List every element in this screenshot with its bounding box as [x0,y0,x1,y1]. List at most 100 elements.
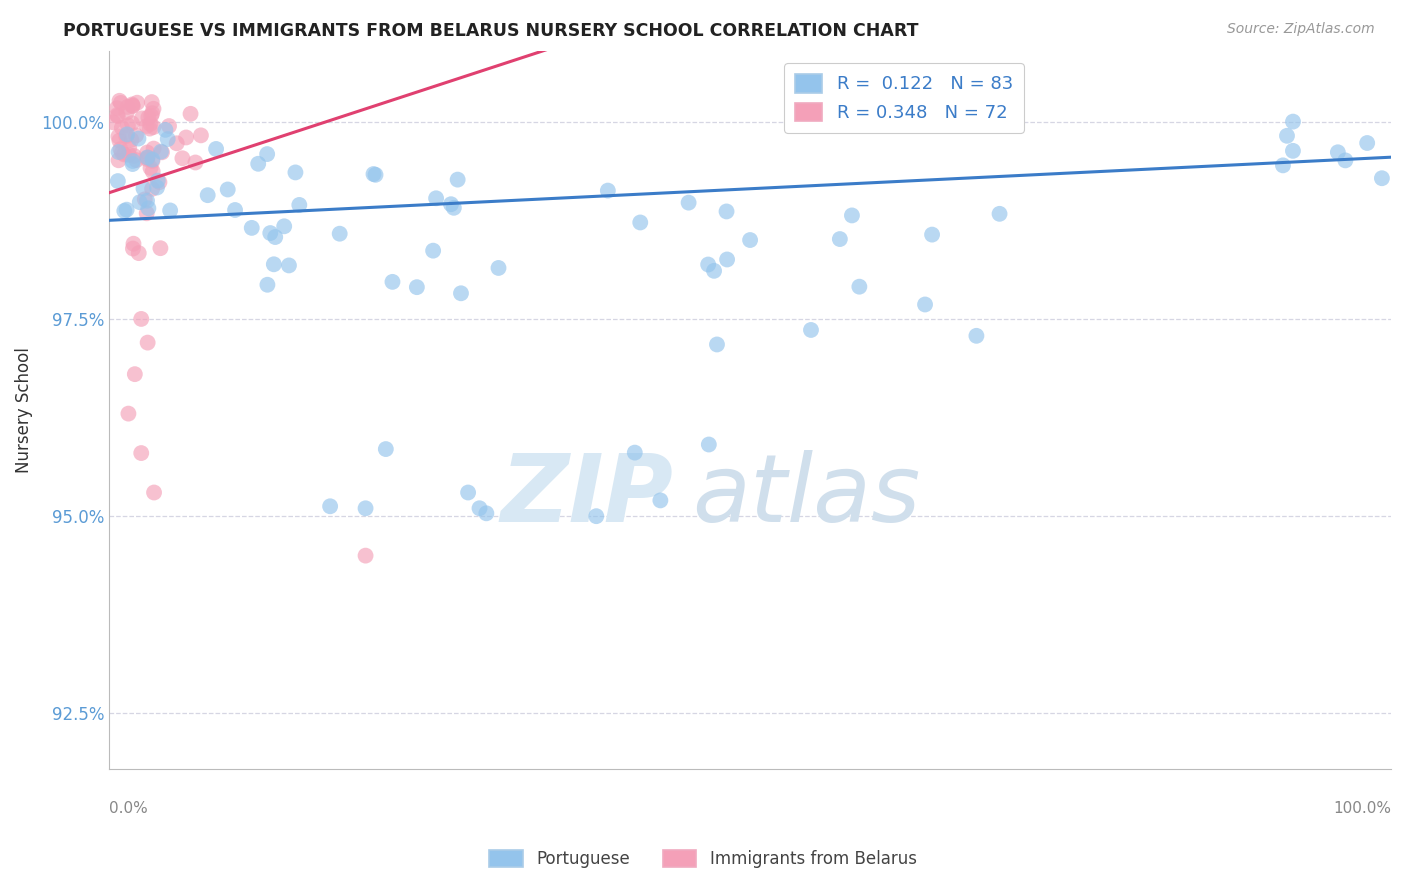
Point [112,147,135,161]
Point [425,191,447,205]
Text: atlas: atlas [692,450,921,541]
Point [118,148,141,162]
Point [110,95,132,110]
Point [405,280,427,294]
Point [457,485,479,500]
Point [115,128,138,142]
Point [678,195,700,210]
Point [141,109,163,123]
Point [108,94,131,108]
Point [117,118,139,132]
Point [159,203,181,218]
Point [440,197,463,211]
Point [141,182,163,196]
Point [115,128,138,143]
Point [143,485,166,500]
Point [139,161,162,175]
Point [800,323,823,337]
Point [141,106,163,120]
Point [716,204,738,219]
Point [628,215,651,229]
Point [107,174,129,188]
Point [127,131,149,145]
Point [381,275,404,289]
Point [155,123,177,137]
Point [921,227,943,242]
Point [105,101,128,115]
Point [190,128,212,143]
Point [716,252,738,267]
Point [197,188,219,202]
Point [135,206,157,220]
Point [1334,153,1357,168]
Point [706,337,728,351]
Point [142,120,165,134]
Point [142,102,165,116]
Text: 0.0%: 0.0% [110,801,148,816]
Point [240,220,263,235]
Point [141,95,163,109]
Text: ZIP: ZIP [501,450,673,541]
Point [128,246,150,260]
Point [166,136,188,151]
Point [121,153,143,168]
Point [224,202,246,217]
Point [139,117,162,131]
Point [122,236,145,251]
Point [141,153,163,168]
Point [129,312,152,326]
Point [105,108,128,122]
Point [134,192,156,206]
Point [138,201,160,215]
Point [284,165,307,179]
Point [247,157,270,171]
Point [135,119,157,133]
Point [263,257,285,271]
Point [363,167,385,181]
Point [965,328,987,343]
Point [1275,128,1298,143]
Point [841,209,863,223]
Point [121,98,143,112]
Point [288,198,311,212]
Point [112,203,135,218]
Point [738,233,761,247]
Point [988,207,1011,221]
Point [146,180,169,194]
Point [122,149,145,163]
Text: Source: ZipAtlas.com: Source: ZipAtlas.com [1227,22,1375,37]
Point [121,99,143,113]
Point [136,152,159,166]
Point [141,153,163,167]
Point [111,120,134,135]
Point [650,493,672,508]
Point [329,227,352,241]
Point [139,121,162,136]
Point [136,194,159,208]
Point [697,437,720,451]
Point [115,202,138,217]
Text: PORTUGUESE VS IMMIGRANTS FROM BELARUS NURSERY SCHOOL CORRELATION CHART: PORTUGUESE VS IMMIGRANTS FROM BELARUS NU… [63,22,918,40]
Legend: R =  0.122   N = 83, R = 0.348   N = 72: R = 0.122 N = 83, R = 0.348 N = 72 [785,63,1024,133]
Point [107,129,129,144]
Point [120,133,142,147]
Point [374,442,396,456]
Point [259,226,281,240]
Point [319,500,342,514]
Point [450,286,472,301]
Point [596,184,619,198]
Point [150,145,173,160]
Point [129,446,152,460]
Point [488,260,510,275]
Point [468,501,491,516]
Point [142,142,165,156]
Point [110,142,132,156]
Point [150,145,173,159]
Point [157,119,180,133]
Point [125,153,148,168]
Point [1371,171,1393,186]
Point [1282,144,1305,158]
Point [117,407,139,421]
Point [256,147,278,161]
Point [136,151,159,165]
